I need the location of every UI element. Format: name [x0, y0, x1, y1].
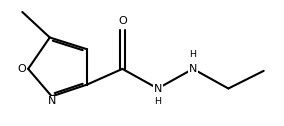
Text: N: N	[189, 64, 197, 74]
Text: N: N	[154, 84, 162, 93]
Text: N: N	[47, 96, 56, 106]
Text: H: H	[189, 50, 197, 59]
Text: O: O	[17, 64, 26, 74]
Text: H: H	[154, 97, 161, 106]
Text: O: O	[118, 17, 127, 26]
